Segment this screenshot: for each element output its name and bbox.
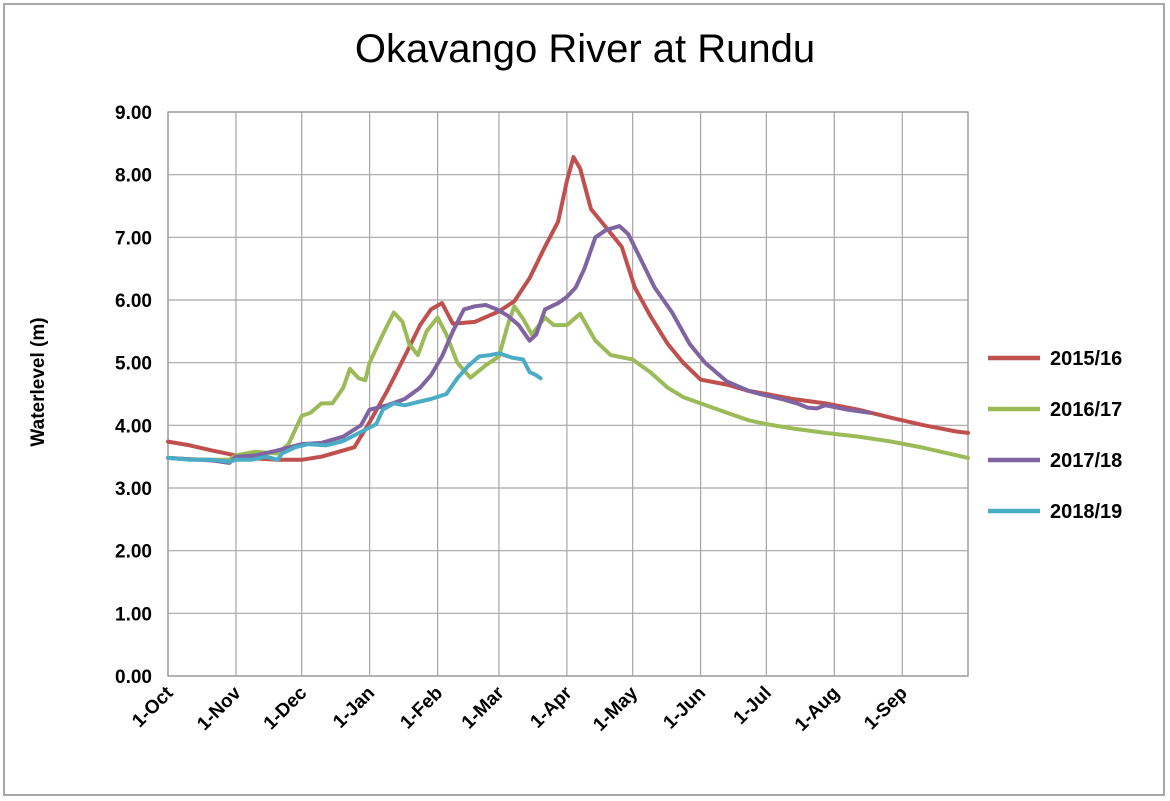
x-tick-label: 1-Feb <box>396 683 447 734</box>
y-tick-label: 8.00 <box>115 166 152 187</box>
y-tick-label: 5.00 <box>115 354 152 375</box>
y-tick-label: 2.00 <box>115 542 152 563</box>
y-tick-label: 3.00 <box>115 479 152 500</box>
series-line-2017-18 <box>166 224 872 465</box>
legend-label: 2018/19 <box>1050 501 1122 523</box>
y-tick-label: 0.00 <box>115 667 152 688</box>
y-tick-label: 4.00 <box>115 416 152 437</box>
y-tick-label: 1.00 <box>115 604 152 625</box>
x-tick-label: 1-Jul <box>730 683 776 729</box>
y-tick-label: 7.00 <box>115 228 152 249</box>
x-tick-label: 1-Mar <box>458 682 509 733</box>
chart-frame <box>3 3 1165 796</box>
chart-title: Okavango River at Rundu <box>355 27 815 71</box>
x-tick-label: 1-Nov <box>193 682 245 734</box>
y-tick-label: 9.00 <box>115 103 152 124</box>
series-line-2016-17 <box>166 304 970 462</box>
legend-label: 2015/16 <box>1050 348 1122 370</box>
series-line-2018-19 <box>166 351 543 464</box>
x-tick-label: 1-Jun <box>659 683 710 734</box>
x-tick-label: 1-Oct <box>128 682 178 732</box>
series-line-2015-16 <box>166 155 970 462</box>
y-axis-label: Waterlevel (m) <box>28 317 49 446</box>
legend-label: 2017/18 <box>1050 450 1122 472</box>
plot-area-border <box>167 111 969 677</box>
series-lines <box>166 155 970 465</box>
x-tick-label: 1-Aug <box>791 683 844 736</box>
y-tick-label: 6.00 <box>115 291 152 312</box>
x-tick-label: 1-Dec <box>260 682 312 734</box>
x-tick-label: 1-Sep <box>860 683 911 734</box>
x-tick-label: 1-Jan <box>329 683 379 733</box>
legend-label: 2016/17 <box>1050 399 1122 421</box>
legend: 2015/16 2016/17 2017/18 2018/19 <box>988 348 1122 523</box>
plot-grid <box>167 111 968 677</box>
x-axis-ticks: 1-Oct 1-Nov 1-Dec 1-Jan 1-Feb 1-Mar 1-Apr 1-May… <box>128 682 911 735</box>
x-tick-label: 1-Apr <box>527 682 577 732</box>
y-axis-ticks: 0.00 1.00 2.00 3.00 4.00 5.00 6.00 7.00 8.00 9.00 <box>115 103 152 688</box>
x-tick-label: 1-May <box>589 682 642 735</box>
